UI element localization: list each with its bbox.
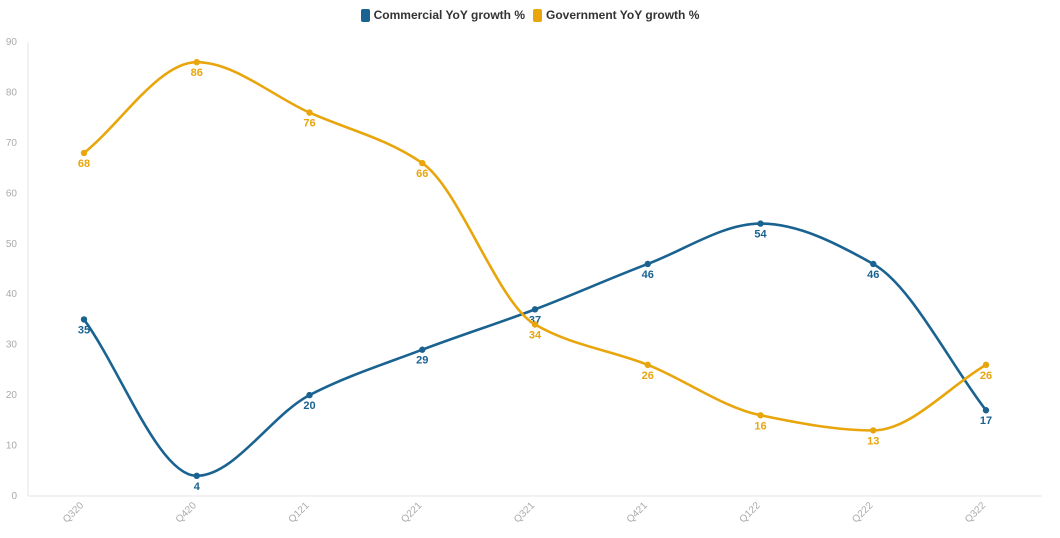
- data-point-commercial[interactable]: [419, 346, 426, 353]
- data-point-government[interactable]: [870, 427, 877, 434]
- legend-label-government: Government YoY growth %: [546, 8, 700, 22]
- x-tick-label: Q322: [963, 500, 988, 525]
- data-point-government[interactable]: [193, 58, 200, 66]
- data-point-commercial[interactable]: [306, 391, 313, 399]
- y-tick-label: 40: [6, 289, 18, 300]
- y-tick-label: 90: [6, 37, 18, 48]
- data-label-commercial: 54: [754, 229, 767, 241]
- data-label-commercial: 20: [303, 400, 315, 412]
- data-label-government: 16: [754, 420, 766, 432]
- data-point-government[interactable]: [644, 361, 651, 369]
- x-tick-label: Q121: [287, 500, 312, 525]
- data-point-government[interactable]: [982, 361, 990, 369]
- legend-swatch-government: [533, 8, 542, 22]
- data-label-government: 34: [529, 329, 542, 341]
- chart-legend: Commercial YoY growth % Government YoY g…: [0, 8, 1060, 22]
- x-tick-label: Q221: [399, 500, 424, 525]
- data-point-commercial[interactable]: [757, 220, 764, 227]
- y-tick-label: 80: [6, 87, 18, 98]
- data-label-commercial: 46: [867, 269, 879, 281]
- data-label-government: 26: [642, 370, 654, 382]
- data-label-commercial: 4: [194, 481, 201, 493]
- data-point-government[interactable]: [531, 321, 539, 328]
- x-tick-label: Q421: [625, 500, 650, 525]
- data-label-commercial: 35: [78, 324, 90, 336]
- data-label-commercial: 17: [980, 415, 992, 427]
- x-tick-label: Q320: [61, 500, 86, 525]
- legend-item-government[interactable]: Government YoY growth %: [533, 8, 699, 22]
- data-point-commercial[interactable]: [644, 260, 651, 268]
- data-point-government[interactable]: [419, 159, 426, 167]
- y-tick-label: 50: [6, 239, 18, 250]
- y-tick-label: 70: [6, 138, 18, 149]
- data-point-commercial[interactable]: [193, 472, 200, 480]
- data-point-government[interactable]: [80, 149, 88, 157]
- x-tick-label: Q122: [738, 500, 763, 525]
- y-tick-label: 20: [6, 390, 18, 401]
- y-tick-label: 60: [6, 188, 18, 199]
- series-line-commercial: [82, 222, 988, 478]
- y-tick-label: 0: [11, 491, 17, 502]
- data-point-commercial[interactable]: [870, 260, 877, 268]
- y-tick-label: 10: [6, 441, 18, 452]
- data-point-commercial[interactable]: [80, 316, 88, 323]
- x-tick-label: Q222: [850, 500, 875, 525]
- x-tick-label: Q321: [512, 500, 537, 525]
- data-label-government: 86: [191, 67, 203, 79]
- data-point-commercial[interactable]: [982, 407, 990, 414]
- data-label-government: 13: [867, 435, 879, 447]
- data-label-government: 66: [416, 168, 428, 180]
- x-tick-label: Q420: [174, 500, 199, 525]
- legend-swatch-commercial: [360, 8, 370, 22]
- legend-label-commercial: Commercial YoY growth %: [373, 8, 525, 22]
- series-line-government: [83, 60, 987, 432]
- data-label-government: 68: [78, 158, 90, 170]
- data-point-commercial[interactable]: [531, 306, 539, 313]
- data-point-government[interactable]: [306, 109, 313, 116]
- data-label-commercial: 46: [642, 269, 654, 281]
- y-tick-label: 30: [6, 340, 18, 351]
- data-point-government[interactable]: [757, 412, 764, 419]
- data-label-government: 26: [980, 370, 992, 382]
- data-label-government: 76: [303, 118, 315, 130]
- legend-item-commercial[interactable]: Commercial YoY growth %: [360, 8, 525, 22]
- data-label-commercial: 29: [416, 355, 428, 367]
